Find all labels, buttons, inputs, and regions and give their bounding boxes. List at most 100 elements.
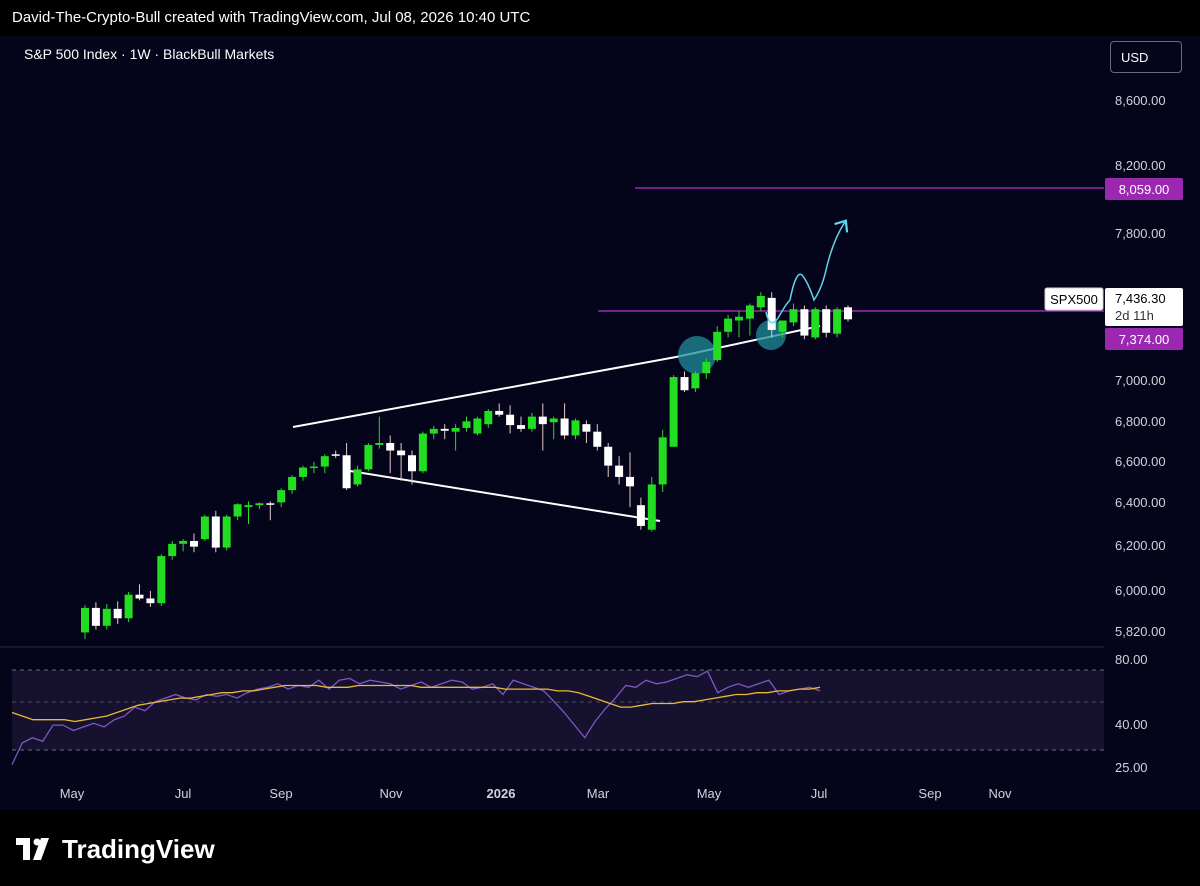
candle: [669, 375, 678, 447]
candle: [724, 314, 733, 338]
candle-body: [102, 608, 111, 626]
time-tick-label: Jul: [175, 786, 192, 801]
candle-body: [375, 443, 384, 445]
candle: [680, 371, 689, 393]
candle: [277, 488, 286, 508]
candle: [495, 403, 504, 417]
upper-trendline[interactable]: [292, 356, 677, 428]
current-price-label: 7,436.30: [1115, 291, 1166, 306]
candle: [211, 510, 220, 553]
candle: [179, 539, 188, 552]
candle-body: [277, 490, 286, 503]
tradingview-logo-icon: [16, 838, 49, 860]
symbol-label-box: [1044, 287, 1104, 311]
candle-body: [615, 465, 624, 477]
price-tick-label: 7,800.00: [1115, 226, 1166, 241]
candle-body: [604, 446, 613, 466]
candle: [462, 416, 471, 432]
projection-arrow[interactable]: [765, 219, 849, 324]
rsi-line: [11, 670, 821, 765]
candle-body: [756, 296, 765, 308]
lower-level-label-box: [1105, 328, 1183, 350]
candle: [811, 307, 820, 340]
lower-trendline[interactable]: [349, 470, 661, 522]
candle-body: [462, 421, 471, 428]
candle: [560, 403, 569, 440]
price-axis[interactable]: 8,600.00 8,200.00 7,800.00 7,000.00 6,800.00…: [1115, 93, 1166, 639]
candle-body: [309, 466, 318, 469]
time-tick-label: Nov: [988, 786, 1012, 801]
currency-button[interactable]: USD: [1110, 41, 1182, 73]
candle-body: [266, 503, 275, 505]
candle: [375, 416, 384, 449]
candle-body: [789, 309, 798, 323]
rsi-tick-label: 80.00: [1115, 652, 1148, 667]
candle: [756, 292, 765, 312]
price-tick-label: 6,600.00: [1115, 454, 1166, 469]
candle-body: [636, 505, 645, 526]
candle-body: [146, 598, 155, 604]
candle-body: [778, 320, 787, 332]
candle: [157, 554, 166, 607]
rsi-indicator: [11, 670, 821, 765]
candle-body: [451, 427, 460, 432]
candle-body: [571, 420, 580, 436]
candle-body: [288, 476, 297, 491]
candle-body: [397, 450, 406, 456]
footer: [0, 810, 1200, 886]
price-tick-label: 8,600.00: [1115, 93, 1166, 108]
symbol-label: SPX500: [1050, 292, 1098, 307]
candle: [647, 476, 656, 532]
time-tick-label: May: [60, 786, 85, 801]
tradingview-logo-text: TradingView: [62, 833, 215, 864]
candle: [200, 514, 209, 541]
candle: [386, 435, 395, 474]
candle-body: [342, 455, 351, 489]
rsi-axis[interactable]: 80.00 40.00 25.00: [1115, 652, 1148, 775]
candle-body: [811, 309, 820, 338]
candle: [844, 305, 852, 322]
candlestick-series: [81, 292, 852, 639]
time-tick-label: May: [697, 786, 722, 801]
current-price-label-box: [1105, 288, 1183, 326]
symbol-title[interactable]: S&P 500 Index · 1W · BlackBull Markets: [24, 46, 275, 62]
candle-body: [833, 309, 842, 334]
candle-body: [506, 414, 515, 426]
candle: [702, 358, 711, 379]
candle: [658, 429, 667, 492]
candle: [767, 292, 776, 338]
candle-body: [440, 428, 449, 431]
time-axis[interactable]: May Jul Sep Nov 2026 Mar May Jul Sep Nov: [60, 786, 1012, 801]
candle-body: [647, 484, 656, 530]
lower-level-label: 7,374.00: [1119, 332, 1170, 347]
candle-body: [691, 373, 700, 389]
candle: [331, 450, 340, 459]
candle: [713, 326, 722, 362]
candle: [571, 418, 580, 440]
candle-body: [157, 556, 166, 604]
candle: [255, 502, 264, 509]
candle-body: [582, 424, 591, 432]
candle-body: [364, 444, 373, 470]
candle: [615, 456, 624, 485]
candle-body: [200, 516, 209, 540]
candle: [473, 416, 482, 436]
candle-body: [800, 309, 809, 336]
candle-body: [527, 416, 536, 429]
candle-body: [626, 476, 634, 487]
candle: [506, 405, 515, 434]
candle-body: [113, 608, 122, 619]
candle-body: [767, 297, 776, 330]
candle-body: [320, 456, 329, 467]
candle: [113, 601, 122, 624]
candle: [81, 605, 89, 639]
candle: [778, 320, 787, 338]
candle-body: [658, 437, 667, 485]
candle: [364, 443, 373, 472]
candle-body: [724, 318, 733, 332]
tradingview-logo[interactable]: TradingView: [16, 832, 215, 866]
price-tick-label: 6,400.00: [1115, 495, 1166, 510]
rsi-band-background: [12, 670, 1104, 750]
price-tick-label: 6,200.00: [1115, 538, 1166, 553]
